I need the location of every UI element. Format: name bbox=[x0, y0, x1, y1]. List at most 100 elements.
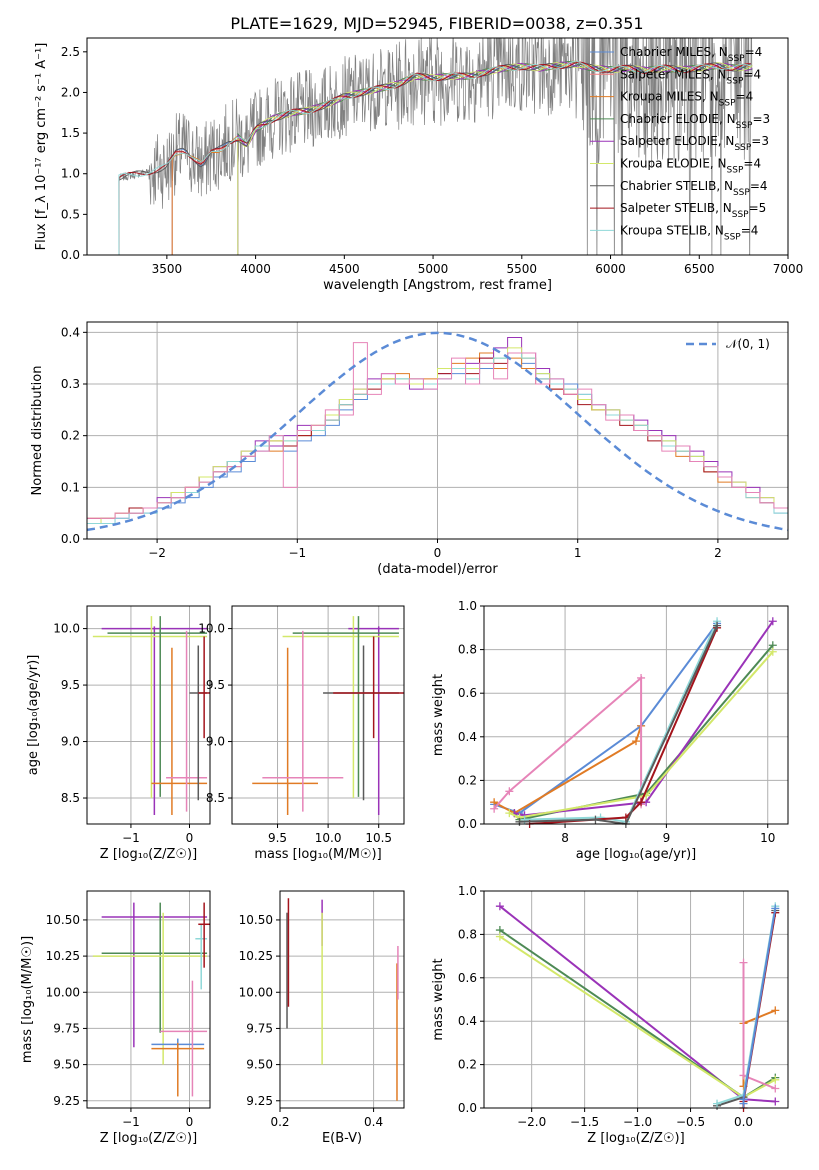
plus-marker bbox=[713, 1099, 722, 1108]
y-tick-label: 10.0 bbox=[53, 622, 80, 636]
x-tick-label: 6500 bbox=[684, 262, 715, 276]
y-tick-label: 0.4 bbox=[458, 730, 477, 744]
weight-series bbox=[742, 908, 777, 1104]
x-tick-label: 4500 bbox=[329, 262, 360, 276]
plus-marker bbox=[771, 1097, 780, 1106]
plus-marker bbox=[739, 1095, 748, 1104]
plus-marker bbox=[771, 1084, 780, 1093]
y-tick-label: 1.5 bbox=[61, 126, 80, 140]
y-tick-label: 9.5 bbox=[206, 678, 225, 692]
legend-label: Chabrier STELIB, NSSP=4 bbox=[620, 179, 768, 198]
y-tick-label: 0.4 bbox=[61, 325, 80, 339]
legend-label: Salpeter STELIB, NSSP=5 bbox=[620, 201, 766, 220]
y-tick-label: 0.2 bbox=[458, 773, 477, 787]
panel-massweight-vs-age: 8 9 10 0.0 0.2 0.4 0.6 0.8 1.0 age [log₁₀(age/yr)… bbox=[431, 599, 789, 862]
x-tick-label: 2 bbox=[714, 546, 722, 560]
y-axis-label: mass weight bbox=[431, 674, 446, 756]
y-tick-label: 9.0 bbox=[206, 735, 225, 749]
histogram-series bbox=[87, 342, 788, 539]
y-tick-label: 0.5 bbox=[61, 207, 80, 221]
x-tick-label: −1 bbox=[288, 546, 306, 560]
y-tick-label: 0.1 bbox=[61, 480, 80, 494]
y-tick-label: 10.50 bbox=[239, 913, 273, 927]
y-axis-label: mass weight bbox=[431, 958, 446, 1040]
y-tick-label: 9.75 bbox=[53, 1021, 80, 1035]
normal-curve bbox=[87, 331, 788, 532]
x-tick-label: −2 bbox=[148, 546, 166, 560]
weight-series bbox=[493, 725, 643, 815]
axes-frame bbox=[279, 890, 405, 1109]
y-tick-label: 8.5 bbox=[206, 791, 225, 805]
x-axis-label: mass [log₁₀(M/M☉)] bbox=[254, 847, 381, 862]
y-tick-label: 10.00 bbox=[239, 985, 273, 999]
x-tick-label: −1.0 bbox=[623, 1115, 652, 1129]
weight-series bbox=[519, 625, 719, 824]
y-tick-label: 10.25 bbox=[46, 949, 80, 963]
plus-marker bbox=[771, 904, 780, 913]
x-axis-label: wavelength [Angstrom, rest frame] bbox=[323, 278, 552, 293]
x-tick-label: 0.2 bbox=[270, 1115, 289, 1129]
legend-label: Kroupa STELIB, NSSP=4 bbox=[620, 223, 758, 242]
weight-series bbox=[529, 627, 719, 824]
model-line bbox=[237, 60, 753, 255]
y-tick-label: 9.0 bbox=[61, 735, 80, 749]
panel-mass-vs-ebv: 0.2 0.4 9.25 9.50 9.75 10.00 10.25 10.50 E(B-V) bbox=[239, 890, 405, 1146]
x-tick-label: 6000 bbox=[595, 262, 626, 276]
x-tick-label: 1 bbox=[574, 546, 582, 560]
x-tick-label: −1 bbox=[122, 831, 140, 845]
x-tick-label: 5000 bbox=[418, 262, 449, 276]
y-tick-label: 0.0 bbox=[458, 817, 477, 831]
y-tick-label: 9.25 bbox=[246, 1094, 273, 1108]
weight-series bbox=[493, 622, 718, 815]
plus-marker bbox=[768, 647, 777, 656]
y-tick-label: 8.5 bbox=[61, 791, 80, 805]
y-tick-label: 10.25 bbox=[239, 949, 273, 963]
plus-marker bbox=[768, 617, 777, 626]
y-tick-label: 1.0 bbox=[458, 884, 477, 898]
plus-marker bbox=[495, 902, 504, 911]
plus-marker bbox=[505, 787, 514, 796]
x-tick-label: 10 bbox=[760, 831, 775, 845]
plus-marker bbox=[637, 673, 646, 682]
plus-marker bbox=[495, 932, 504, 941]
x-axis-label: (data-model)/error bbox=[377, 562, 498, 577]
legend-label: Chabrier MILES, NSSP=4 bbox=[620, 45, 762, 64]
y-tick-label: 9.25 bbox=[53, 1094, 80, 1108]
x-tick-label: −2.0 bbox=[517, 1115, 546, 1129]
axes-frame bbox=[86, 605, 211, 825]
x-tick-label: 7000 bbox=[773, 262, 804, 276]
axes-frame bbox=[86, 321, 789, 540]
plus-marker bbox=[739, 958, 748, 967]
x-tick-label: 0 bbox=[186, 831, 194, 845]
y-tick-label: 0.8 bbox=[458, 927, 477, 941]
y-tick-label: 0.3 bbox=[61, 377, 80, 391]
panel-massweight-vs-z: −2.0 −1.5 −1.0 −0.5 0.0 0.0 0.2 0.4 0.6 0.8 1.0 Z [… bbox=[431, 884, 789, 1146]
x-tick-label: 0 bbox=[186, 1115, 194, 1129]
x-tick-label: −1 bbox=[122, 1115, 140, 1129]
y-tick-label: 0.2 bbox=[61, 429, 80, 443]
y-axis-label: age [log₁₀(age/yr)] bbox=[26, 655, 41, 776]
x-tick-label: −1.5 bbox=[570, 1115, 599, 1129]
x-tick-label: 3500 bbox=[152, 262, 183, 276]
panel-mass-vs-z: −1 0 9.25 9.50 9.75 10.00 10.25 10.50 Z [log₁₀(Z… bbox=[20, 890, 211, 1146]
y-tick-label: 0.4 bbox=[458, 1014, 477, 1028]
legend-label: Kroupa ELODIE, NSSP=4 bbox=[620, 157, 761, 176]
y-tick-label: 1.0 bbox=[61, 167, 80, 181]
y-tick-label: 0.0 bbox=[61, 532, 80, 546]
y-tick-label: 0.8 bbox=[458, 643, 477, 657]
weight-series bbox=[524, 620, 719, 823]
plus-marker bbox=[771, 1075, 780, 1084]
x-tick-label: 9.5 bbox=[268, 831, 287, 845]
y-tick-label: 9.50 bbox=[53, 1058, 80, 1072]
x-tick-label: 0 bbox=[434, 546, 442, 560]
y-tick-label: 1.0 bbox=[458, 599, 477, 613]
x-axis-label: age [log₁₀(age/yr)] bbox=[576, 847, 697, 862]
axes-frame bbox=[86, 37, 789, 256]
x-tick-label: 4000 bbox=[240, 262, 271, 276]
y-axis-label: Flux [f_λ 10⁻¹⁷ erg cm⁻² s⁻¹ A⁻¹] bbox=[34, 43, 49, 251]
panel-spectrum: 3500 4000 4500 5000 5500 6000 6500 7000 0.0 0.5 1.… bbox=[34, 37, 804, 293]
y-tick-label: 0.6 bbox=[458, 971, 477, 985]
x-tick-label: 10.5 bbox=[365, 831, 392, 845]
y-tick-label: 0.0 bbox=[458, 1101, 477, 1115]
